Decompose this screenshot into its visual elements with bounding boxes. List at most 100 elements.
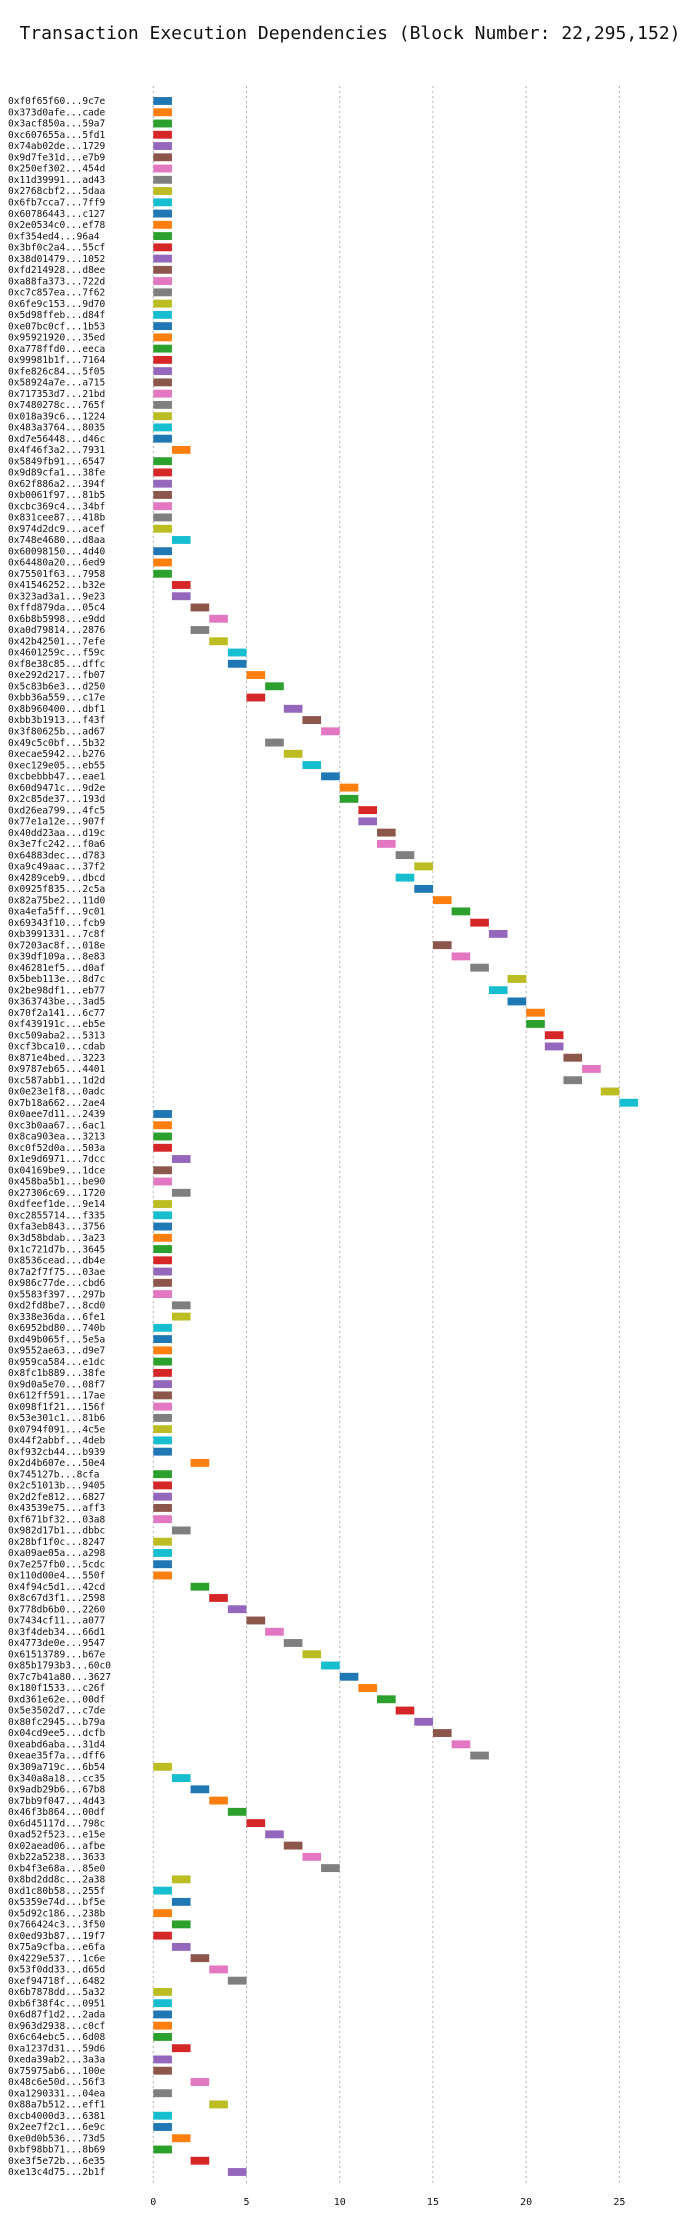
y-tick-label: 0x3f4deb34...66d1 [8, 1627, 106, 1638]
y-tick-label: 0x42b42501...7efe [8, 636, 106, 647]
y-tick-label: 0x4289ceb9...dbcd [8, 873, 105, 884]
y-tick-label: 0x5d92c186...238b [8, 1908, 106, 1919]
y-tick-label: 0x0ed93b87...19f7 [8, 1931, 105, 1942]
y-tick-label: 0xb22a5238...3633 [8, 1852, 105, 1863]
task-bar [190, 1785, 210, 1794]
task-bar [153, 524, 172, 533]
y-tick-label: 0x04169be9...1dce [8, 1165, 106, 1176]
y-tick-label: 0x61513789...b67e [8, 1649, 106, 1660]
y-tick-label: 0xc509aba2...5313 [8, 1030, 105, 1041]
y-tick-label: 0xe13c4d75...2b1f [8, 2167, 105, 2178]
bars-layer [153, 97, 639, 2176]
y-tick-label: 0xeae35f7a...dff6 [8, 1751, 106, 1762]
y-tick-label: 0x49c5c0bf...5b32 [8, 738, 105, 749]
y-tick-label: 0x766424c3...3f50 [8, 1920, 106, 1931]
y-tick-label: 0x5359e74d...bf5e [8, 1897, 106, 1908]
task-bar [153, 1503, 172, 1512]
y-tick-label: 0x28bf1f0c...8247 [8, 1537, 105, 1548]
task-bar [432, 1729, 452, 1737]
y-tick-label: 0x60d9471c...9d2e [8, 783, 106, 794]
y-tick-label: 0x323ad3a1...9e23 [8, 591, 105, 602]
task-bar [171, 445, 191, 454]
y-tick-label: 0xd2fd8be7...8cd0 [8, 1301, 106, 1312]
y-tick-label: 0x39df109a...8e83 [8, 952, 105, 963]
task-bar [190, 626, 210, 634]
y-tick-label: 0x6fb7cca7...7ff9 [8, 197, 106, 208]
task-bar [171, 592, 191, 601]
task-bar [153, 1256, 172, 1265]
task-bar [153, 2145, 172, 2154]
task-bar [432, 941, 452, 950]
y-tick-label: 0xdfeef1de...9e14 [8, 1199, 106, 1210]
task-bar [395, 851, 415, 860]
task-bar [507, 974, 527, 983]
task-bar [321, 1661, 340, 1670]
task-bar [302, 1852, 322, 1861]
x-tick-label: 10 [334, 2197, 346, 2208]
task-bar [171, 1875, 191, 1884]
task-bar [153, 1481, 172, 1490]
y-tick-label: 0x6d45117d...798c [8, 1818, 105, 1829]
y-tick-label: 0x2ee7f2c1...6e9c [8, 2122, 105, 2133]
y-tick-label: 0x3bf0c2a4...55cf [8, 243, 105, 254]
y-tick-label: 0x180f1533...c26f [8, 1683, 105, 1694]
task-bar [153, 434, 172, 443]
task-bar [153, 1132, 172, 1141]
task-bar [153, 1470, 172, 1479]
task-bar [246, 1819, 266, 1828]
y-tick-label: 0x69343f10...fcb9 [8, 918, 106, 929]
task-bar [153, 344, 172, 353]
y-tick-label: 0x46f3b864...00df [8, 1807, 105, 1818]
y-tick-label: 0x110d00e4...550f [8, 1571, 105, 1582]
y-tick-label: 0xcbebbb47...eae1 [8, 772, 106, 783]
task-bar [190, 1582, 210, 1591]
y-tick-label: 0x7e257fb0...5cdc [8, 1559, 105, 1570]
task-bar [171, 581, 191, 589]
task-bar [451, 952, 471, 961]
y-tick-label: 0xd49b065f...5e5a [8, 1334, 105, 1345]
y-tick-label: 0x64480a20...6ed9 [8, 558, 106, 569]
y-tick-label: 0xbf98bb71...8b69 [8, 2145, 106, 2156]
task-bar [153, 164, 172, 173]
task-bar [153, 558, 172, 567]
y-tick-label: 0x70f2a141...6c77 [8, 1008, 105, 1019]
y-tick-label: 0x60786443...c127 [8, 209, 105, 220]
y-tick-label: 0xa88fa373...722d [8, 276, 105, 287]
task-bar [171, 1774, 191, 1782]
y-tick-label: 0x95921920...35ed [8, 333, 105, 344]
y-tick-label: 0xc607655a...5fd1 [8, 130, 106, 141]
task-bar [153, 2111, 172, 2120]
task-bar [265, 738, 284, 747]
y-tick-label: 0xf0f65f60...9c7e [8, 96, 106, 107]
y-tick-label: 0xe3f5e72b...6e35 [8, 2156, 105, 2167]
task-bar [265, 1830, 284, 1839]
y-tick-label: 0x41546252...b32e [8, 580, 106, 591]
y-tick-label: 0x745127b...8cfa [8, 1469, 100, 1480]
task-bar [153, 2021, 172, 2030]
y-tick-label: 0xc3b0aa67...6ac1 [8, 1120, 106, 1131]
y-tick-label: 0x6d87f1d2...2ada [8, 2010, 105, 2021]
task-bar [619, 1098, 639, 1107]
y-tick-label: 0x53f0dd33...d65d [8, 1965, 105, 1976]
y-tick-label: 0x44f2abbf...4deb [8, 1436, 106, 1447]
task-bar [153, 1143, 172, 1152]
y-tick-label: 0x38d01479...1052 [8, 254, 105, 265]
task-bar [395, 1706, 415, 1715]
task-bar [153, 1549, 172, 1557]
task-bar [470, 963, 489, 972]
task-bar [227, 1605, 247, 1614]
x-tick-label: 25 [613, 2197, 625, 2208]
task-bar [507, 997, 527, 1006]
task-bar [153, 108, 172, 117]
y-tick-label: 0xcb4000d3...6381 [8, 2111, 106, 2122]
y-tick-label: 0x871e4bed...3223 [8, 1053, 105, 1064]
chart-title: Transaction Execution Dependencies (Bloc… [19, 23, 680, 44]
task-bar [153, 1267, 172, 1276]
y-tick-label: 0x0e23e1f8...0adc [8, 1087, 105, 1098]
y-tick-label: 0x340a8a18...cc35 [8, 1773, 105, 1784]
y-tick-label: 0x2768cbf2...5daa [8, 186, 105, 197]
y-tick-label: 0xfe826c84...5f05 [8, 366, 105, 377]
task-bar [153, 367, 172, 376]
task-bar [153, 513, 172, 522]
y-tick-label: 0x2e0534c0...ef78 [8, 220, 106, 231]
